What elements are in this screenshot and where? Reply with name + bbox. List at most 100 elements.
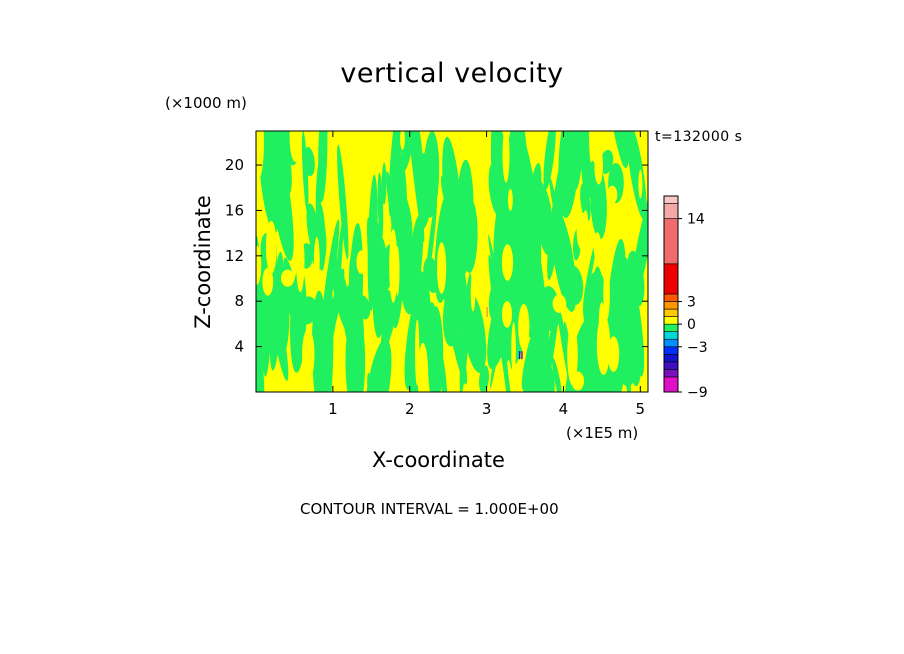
colorbar-segment (663, 376, 679, 393)
field-streak (398, 228, 417, 315)
y-tick-label: 4 (234, 338, 244, 356)
x-axis-label: X-coordinate (372, 448, 505, 472)
field-streak-positive (389, 229, 398, 303)
field-streak (580, 131, 591, 203)
field-streak (404, 285, 426, 390)
y-tick-label: 8 (234, 292, 244, 310)
field-streak-positive (356, 250, 366, 274)
field-streak (323, 277, 334, 392)
field-streak (543, 131, 556, 190)
colorbar-label: 14 (687, 212, 705, 228)
field-streak (357, 295, 371, 320)
field-streak-positive (256, 245, 262, 285)
field-streak-positive (552, 294, 567, 313)
field-streak-positive (607, 185, 618, 204)
field-streak-positive (638, 169, 643, 199)
field-streak (364, 338, 392, 392)
field-streak (263, 324, 271, 377)
field-streak-positive (567, 324, 578, 386)
x-axis-units: (×1E5 m) (566, 424, 639, 442)
field-streak-positive (603, 267, 610, 321)
field-streak (256, 339, 265, 392)
field-streak (301, 131, 309, 212)
colorbar-segment (663, 293, 679, 302)
field-streak (372, 220, 381, 246)
field-streak (412, 131, 423, 186)
field-streak (488, 254, 509, 385)
field-streak (583, 239, 597, 304)
field-streak-positive (256, 131, 264, 179)
x-tick-label: 1 (328, 400, 338, 418)
colorbar-segment (663, 354, 679, 363)
field-streak (626, 131, 647, 221)
field-streak-positive (511, 322, 516, 375)
field-streak (599, 149, 614, 174)
field-streak-positive (437, 242, 447, 294)
colorbar-label: −9 (687, 385, 708, 401)
colorbar-segment (663, 195, 679, 204)
field-streak (381, 162, 387, 205)
colorbar-segment (663, 323, 679, 332)
colorbar-segment (663, 369, 679, 378)
field-streak-positive (308, 334, 315, 373)
field-streak-positive (518, 303, 530, 351)
field-streak-positive (594, 146, 603, 185)
x-tick-label: 4 (559, 400, 569, 418)
field-streak-positive (589, 131, 594, 163)
field-streak-positive (265, 220, 277, 274)
field-streak-positive (342, 131, 356, 174)
field-streak (372, 237, 388, 338)
y-tick-label: 16 (225, 201, 244, 219)
colorbar: 14 3 0 −3 −9 (663, 195, 708, 401)
x-axis-ticks: 1 2 3 4 5 (328, 131, 645, 418)
field-streak (633, 212, 648, 299)
field-streak (532, 306, 559, 392)
contour-interval-note: CONTOUR INTERVAL = 1.000E+00 (300, 500, 559, 518)
colorbar-frame (663, 195, 679, 393)
colorbar-segment (663, 301, 679, 310)
field-streak-positive (571, 371, 585, 391)
field-streak-positive (582, 210, 589, 237)
field-streak (331, 257, 352, 334)
field-streak-positive (281, 269, 295, 287)
field-streak (303, 146, 315, 177)
colorbar-segment (663, 308, 679, 317)
plot-frame (255, 130, 649, 393)
y-tick-label: 12 (225, 247, 244, 265)
field-streak (462, 200, 478, 273)
colorbar-segment (663, 316, 679, 325)
y-axis-ticks: 4 8 12 16 20 (225, 156, 648, 356)
colorbar-label: 3 (687, 295, 696, 311)
field-streak-positive (470, 274, 476, 312)
x-tick-label: 2 (405, 400, 415, 418)
field-streak (552, 357, 563, 392)
x-tick-label: 3 (482, 400, 492, 418)
field-streak (440, 353, 449, 392)
field-streak (377, 172, 384, 241)
colorbar-segment (663, 218, 679, 265)
field-streak-positive (400, 131, 405, 150)
field-streak-positive (262, 267, 274, 296)
field-streak (550, 207, 577, 312)
field-streak (488, 234, 513, 370)
velocity-field (256, 131, 648, 392)
field-updraft-mark (486, 306, 488, 317)
colorbar-segment (663, 331, 679, 340)
field-streak-positive (502, 301, 512, 328)
z-axis-units: (×1000 m) (165, 94, 247, 112)
field-streak (367, 372, 373, 392)
colorbar-segment (663, 203, 679, 219)
field-streak-positive (417, 342, 429, 392)
field-streak (490, 131, 501, 191)
field-streak-positive (502, 131, 510, 183)
colorbar-label: −3 (687, 340, 708, 356)
field-streak-positive (607, 336, 620, 372)
field-streak-positive (598, 302, 605, 341)
colorbar-segment (663, 361, 679, 370)
y-tick-label: 20 (225, 156, 244, 174)
time-label: t=132000 s (655, 129, 743, 145)
field-streak-positive (296, 231, 305, 293)
field-streak-positive (289, 131, 302, 162)
field-streak-positive (313, 237, 320, 285)
